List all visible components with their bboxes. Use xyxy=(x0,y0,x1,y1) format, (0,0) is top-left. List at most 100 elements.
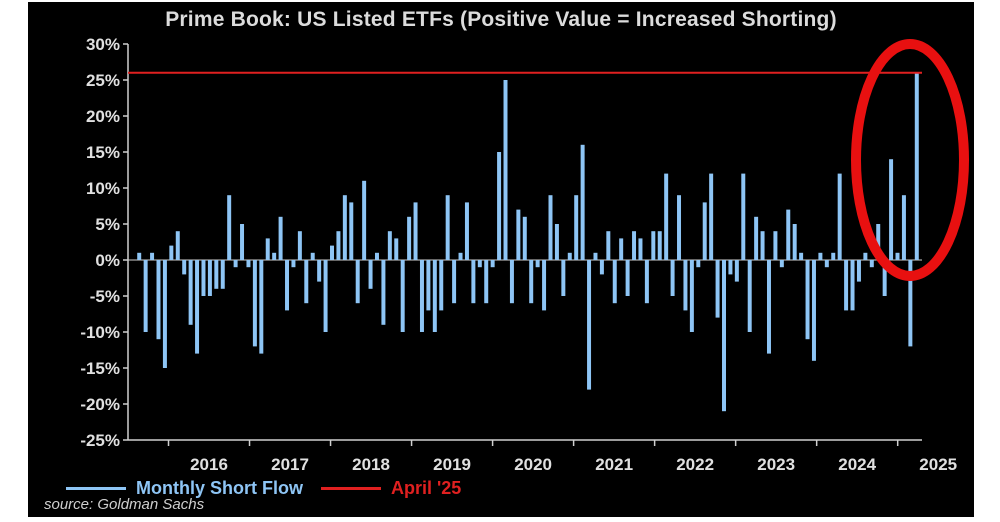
y-tick-label: -5% xyxy=(90,287,120,306)
x-tick-label: 2022 xyxy=(676,455,714,472)
bar xyxy=(670,260,675,296)
bar xyxy=(336,231,341,260)
bar xyxy=(374,252,379,260)
axis-group: 30% 25% 20% 15% 10% 5% 0% -5% -10% -15% -20% -25% 20… xyxy=(80,35,957,472)
bar xyxy=(844,260,849,311)
y-tick-label: -15% xyxy=(80,359,120,378)
bar xyxy=(381,260,386,325)
bar xyxy=(567,252,572,260)
legend-swatch-blue xyxy=(66,486,126,490)
bar xyxy=(278,216,283,260)
bar xyxy=(696,260,701,268)
bar xyxy=(632,231,637,260)
bar xyxy=(722,260,726,412)
x-tick-label: 2020 xyxy=(514,455,552,472)
bar xyxy=(535,260,540,268)
bar xyxy=(799,252,804,260)
bar xyxy=(824,260,829,268)
bar xyxy=(606,231,611,260)
y-tick-label: 5% xyxy=(95,215,120,234)
y-tick-label: 20% xyxy=(86,107,120,126)
bar xyxy=(811,260,816,361)
chart-panel: Prime Book: US Listed ETFs (Positive Val… xyxy=(28,2,974,517)
bar xyxy=(856,260,861,282)
bar xyxy=(150,252,155,260)
bar xyxy=(310,252,315,260)
bar xyxy=(554,224,559,260)
legend-label-april-25: April '25 xyxy=(390,477,462,498)
bar xyxy=(837,173,842,260)
bar xyxy=(580,144,585,260)
bar xyxy=(471,260,476,304)
bar xyxy=(272,252,277,260)
x-tick-label: 2025 xyxy=(919,455,957,472)
bar xyxy=(426,260,431,311)
bar xyxy=(169,245,174,260)
bar xyxy=(452,260,457,304)
x-tick-label: 2017 xyxy=(271,455,309,472)
bar xyxy=(477,260,482,268)
bar xyxy=(182,260,187,275)
bar xyxy=(664,173,669,260)
bar xyxy=(831,252,836,260)
bar xyxy=(458,252,463,260)
bar xyxy=(715,260,720,318)
bar xyxy=(246,260,251,268)
bar xyxy=(240,224,245,260)
bar xyxy=(599,260,604,275)
bar xyxy=(516,209,521,260)
bar xyxy=(818,252,823,260)
bar xyxy=(400,260,405,332)
bar xyxy=(625,260,630,296)
bar xyxy=(156,260,161,340)
bar xyxy=(728,260,733,275)
bar xyxy=(786,209,791,260)
bar xyxy=(227,195,232,260)
x-tick-label: 2021 xyxy=(595,455,633,472)
bars-group xyxy=(137,72,919,412)
bar xyxy=(561,260,566,296)
bar xyxy=(484,260,489,304)
x-tick-label: 2019 xyxy=(433,455,471,472)
bar xyxy=(882,260,887,296)
bar xyxy=(265,238,270,260)
x-tick-label: 2016 xyxy=(190,455,228,472)
bar xyxy=(323,260,328,332)
bar xyxy=(619,238,624,260)
highlight-ellipse xyxy=(851,39,969,281)
bar xyxy=(207,260,212,296)
y-tick-label: 10% xyxy=(86,179,120,198)
bar xyxy=(394,238,399,260)
legend-swatch-red xyxy=(320,486,381,490)
bar xyxy=(529,260,534,304)
overlay-group xyxy=(128,39,969,281)
bar xyxy=(792,224,797,260)
bar xyxy=(407,216,412,260)
bar xyxy=(901,195,906,260)
x-tick-label: 2024 xyxy=(838,455,876,472)
legend: Monthly Short Flow April '25 xyxy=(66,476,479,500)
y-tick-label: 25% xyxy=(86,71,120,90)
bar xyxy=(709,173,714,260)
bar xyxy=(754,216,759,260)
bar xyxy=(760,231,765,260)
bar xyxy=(387,231,392,260)
bar xyxy=(201,260,206,296)
y-tick-label: -20% xyxy=(80,395,120,414)
bar xyxy=(702,202,707,260)
bar xyxy=(914,72,919,260)
bar xyxy=(439,260,444,311)
bar xyxy=(349,202,354,260)
y-tick-label: -10% xyxy=(80,323,120,342)
bar xyxy=(304,260,309,304)
bar xyxy=(195,260,200,354)
bar xyxy=(432,260,437,332)
bar xyxy=(741,173,746,260)
bar xyxy=(214,260,219,289)
bar xyxy=(779,260,784,268)
bar xyxy=(747,260,752,332)
bar xyxy=(522,216,527,260)
bar xyxy=(677,195,682,260)
bar xyxy=(651,231,656,260)
bar xyxy=(908,260,913,347)
